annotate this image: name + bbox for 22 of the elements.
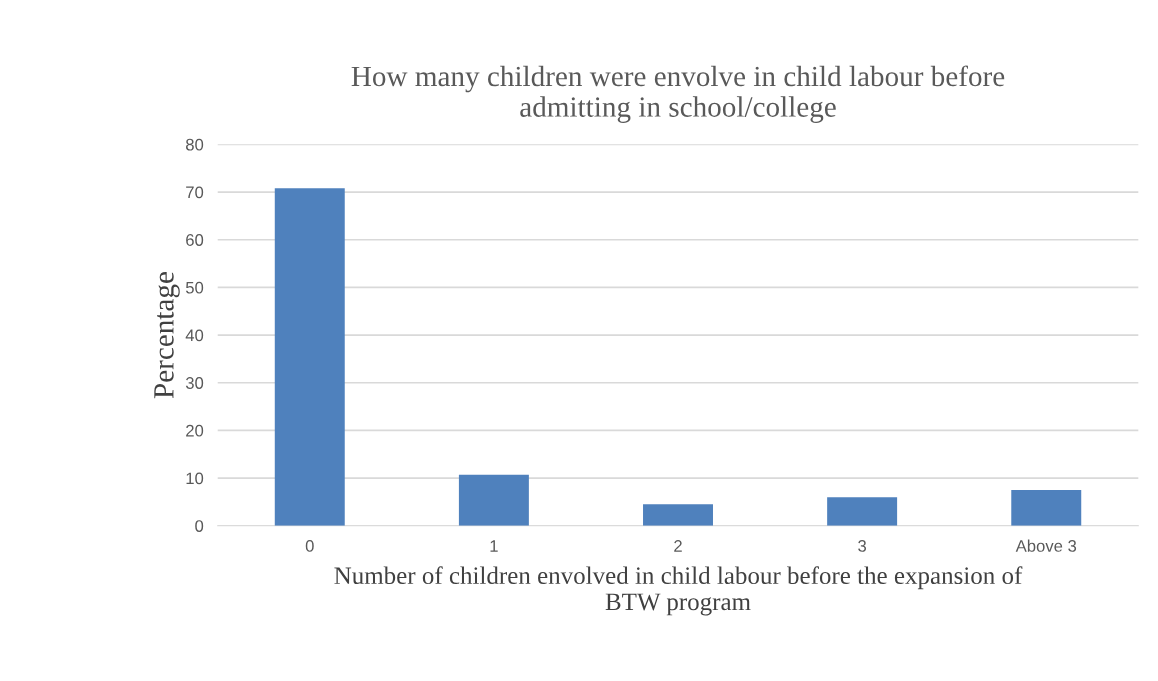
y-tick-label: 0 <box>195 520 204 532</box>
y-axis-title: Percentage <box>154 272 180 399</box>
chart-title: How many children were envolve in child labour before admitting in school/college <box>351 65 1005 123</box>
x-tick-label: 1 <box>490 540 498 552</box>
x-tick-label: 2 <box>674 540 682 552</box>
bar <box>827 497 898 526</box>
x-tick-label: 3 <box>858 540 867 552</box>
y-tick-label: 70 <box>186 186 204 199</box>
y-tick-label: 10 <box>186 472 204 485</box>
x-tick-label: 0 <box>305 540 314 552</box>
x-axis-title: Number of children envolved in child labour before the expansion of BTW program <box>334 566 1023 616</box>
y-tick-label: 80 <box>186 138 204 151</box>
y-tick-label: 20 <box>186 424 204 437</box>
y-tick-label: 30 <box>185 377 204 389</box>
y-tick-label: 40 <box>185 329 204 342</box>
y-tick-label: 50 <box>185 281 204 294</box>
bar <box>1011 489 1082 526</box>
y-tick-label: 60 <box>186 234 204 246</box>
bar <box>643 504 713 526</box>
bar <box>458 474 529 526</box>
x-tick-label: Above 3 <box>1015 539 1077 552</box>
bar <box>274 188 345 526</box>
